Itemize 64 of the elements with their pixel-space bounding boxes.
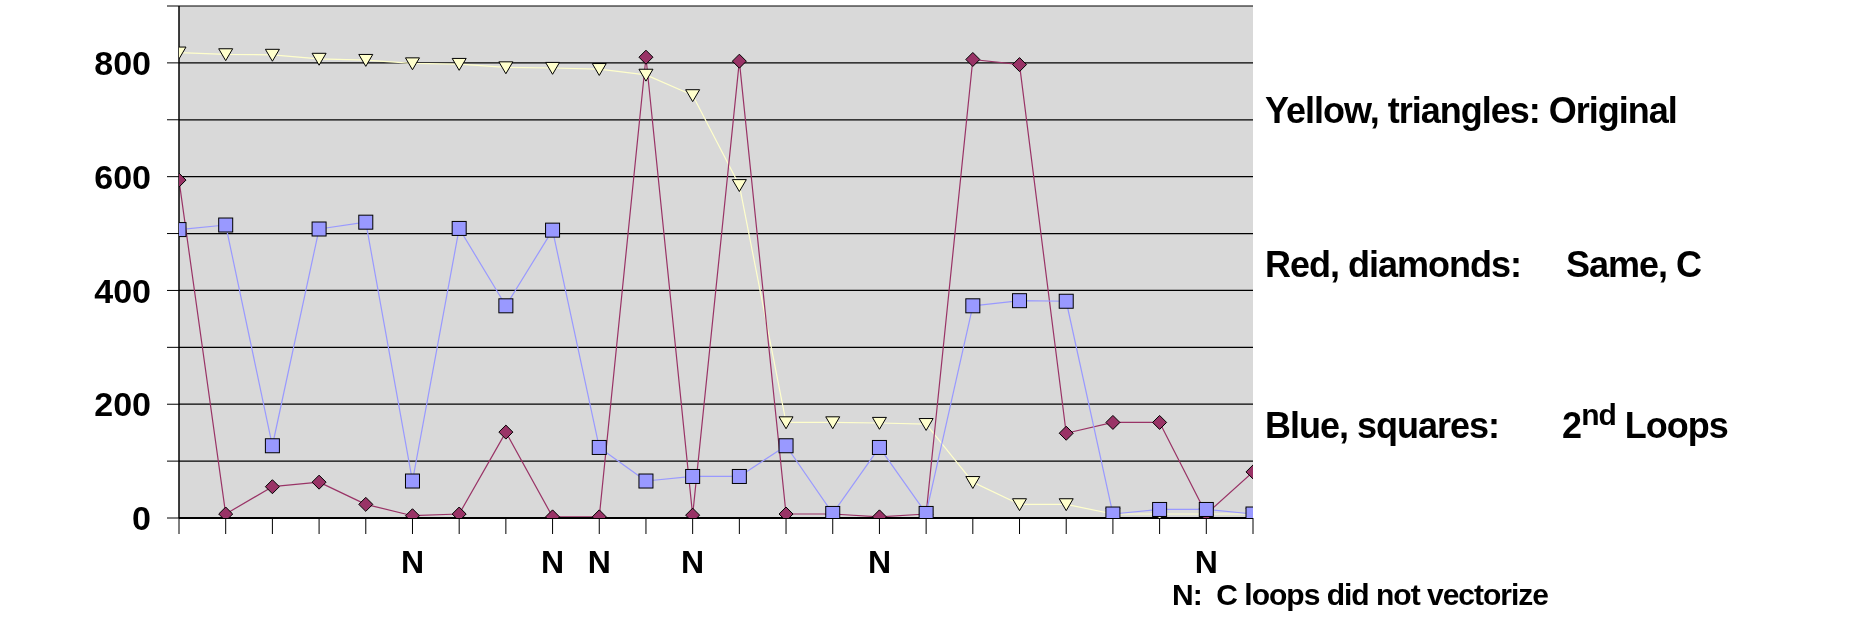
y-tick-label: 200 bbox=[94, 385, 151, 424]
point bbox=[778, 416, 794, 430]
x-tick-label: N bbox=[681, 543, 705, 580]
point bbox=[1058, 293, 1074, 309]
point bbox=[1152, 501, 1168, 517]
point bbox=[264, 48, 280, 62]
x-tick-label: N bbox=[587, 543, 611, 580]
point bbox=[1012, 293, 1028, 309]
point bbox=[404, 57, 420, 71]
point bbox=[1012, 57, 1028, 73]
point bbox=[358, 496, 374, 512]
point bbox=[638, 49, 654, 65]
point bbox=[591, 63, 607, 76]
y-tick-label: 0 bbox=[132, 499, 151, 538]
point bbox=[591, 439, 607, 455]
point bbox=[685, 89, 701, 103]
y-tick-label: 400 bbox=[94, 271, 151, 310]
point bbox=[1198, 501, 1214, 517]
point bbox=[311, 221, 327, 237]
x-tick-label: N bbox=[867, 543, 891, 580]
point bbox=[638, 68, 654, 82]
text: Red, diamonds: Same, C bbox=[1265, 244, 1702, 286]
point bbox=[731, 179, 747, 192]
point bbox=[358, 53, 374, 67]
y-tick-label: 600 bbox=[94, 157, 151, 196]
point bbox=[638, 473, 654, 489]
y-tick-label: 800 bbox=[94, 43, 151, 82]
point bbox=[731, 468, 747, 484]
text: Yellow, triangles: Original bbox=[1265, 90, 1677, 132]
point bbox=[1152, 414, 1168, 430]
point bbox=[685, 468, 701, 484]
point bbox=[918, 418, 934, 431]
point bbox=[1058, 425, 1074, 441]
point bbox=[545, 61, 561, 75]
point bbox=[498, 61, 514, 75]
point bbox=[218, 48, 234, 62]
point bbox=[545, 222, 561, 238]
point bbox=[965, 51, 981, 67]
point bbox=[1058, 498, 1074, 512]
point bbox=[311, 52, 327, 66]
x-tick-label: N bbox=[400, 543, 425, 580]
point bbox=[1012, 498, 1028, 512]
text: Blue, squares: 2$^{nd}$ Loops bbox=[1265, 398, 1728, 447]
point bbox=[311, 474, 327, 490]
text: N: C loops did not vectorize bbox=[1172, 578, 1549, 612]
point bbox=[218, 217, 234, 233]
point bbox=[965, 298, 981, 314]
point bbox=[404, 473, 420, 489]
point bbox=[871, 439, 887, 455]
point bbox=[871, 416, 887, 430]
point bbox=[965, 476, 981, 489]
point bbox=[825, 416, 841, 430]
point bbox=[451, 57, 467, 71]
point bbox=[778, 438, 794, 454]
point bbox=[1105, 414, 1121, 430]
point bbox=[358, 214, 374, 230]
point bbox=[498, 298, 514, 314]
point bbox=[264, 479, 280, 495]
point bbox=[731, 53, 747, 69]
point bbox=[498, 424, 514, 440]
point bbox=[264, 438, 280, 454]
x-tick-label: N bbox=[1194, 543, 1218, 580]
point bbox=[451, 220, 467, 236]
x-tick-label: N bbox=[541, 543, 565, 580]
